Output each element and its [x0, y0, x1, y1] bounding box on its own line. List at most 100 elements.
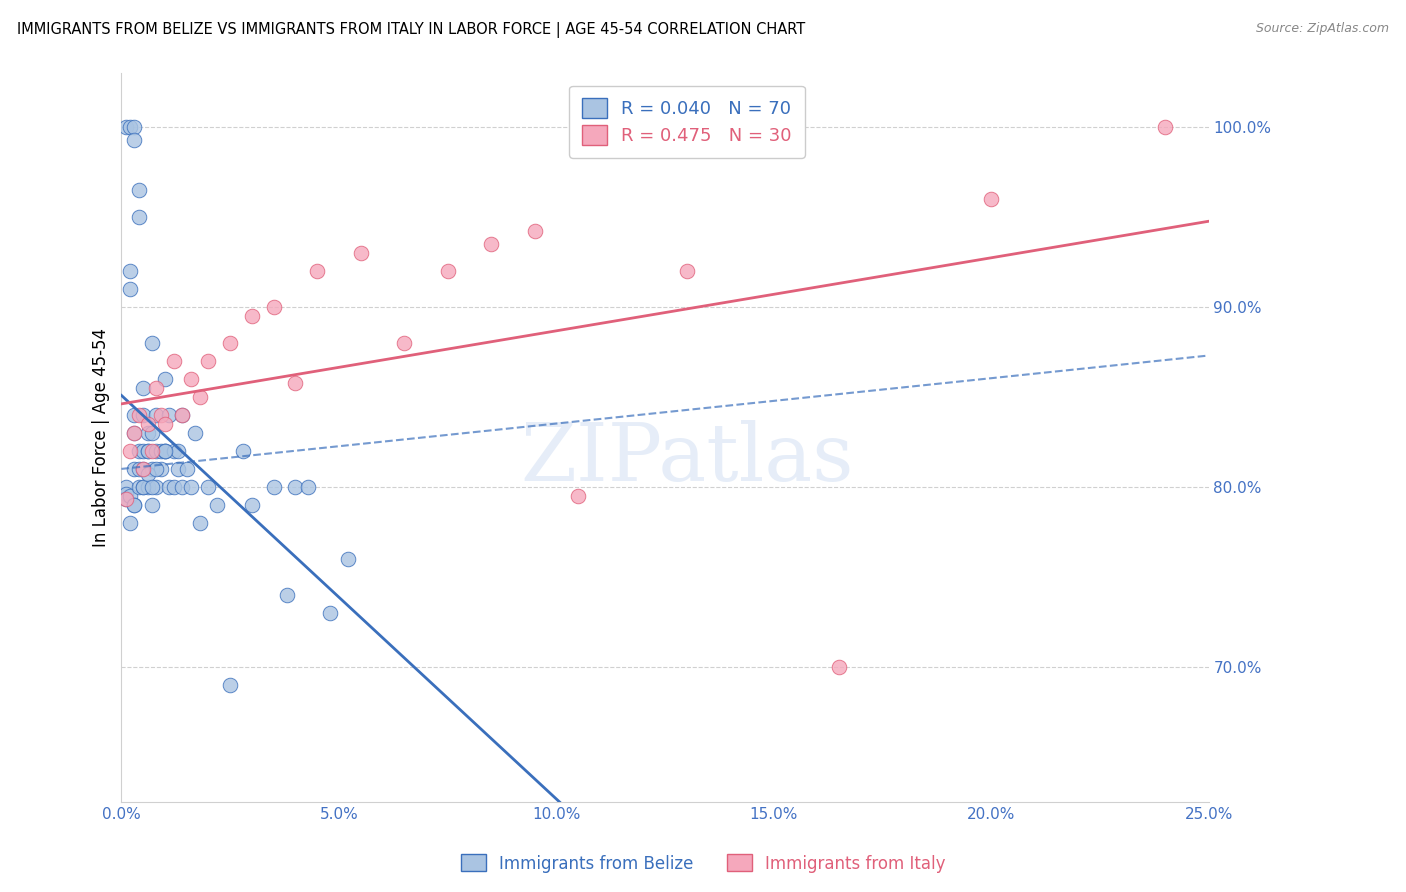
Point	[162, 443, 184, 458]
Point	[184, 425, 207, 440]
Point	[124, 498, 146, 512]
Point	[436, 264, 458, 278]
Point	[188, 390, 211, 404]
Point	[136, 443, 159, 458]
Point	[153, 372, 176, 386]
Point	[141, 498, 163, 512]
Point	[157, 480, 180, 494]
Point	[567, 489, 589, 503]
Point	[319, 606, 342, 620]
Point	[232, 443, 254, 458]
Point	[149, 443, 172, 458]
Point	[132, 381, 155, 395]
Point	[124, 132, 146, 146]
Point	[141, 462, 163, 476]
Point	[197, 480, 219, 494]
Point	[263, 300, 285, 314]
Point	[349, 246, 371, 260]
Point	[172, 408, 194, 422]
Point	[149, 462, 172, 476]
Point	[176, 462, 198, 476]
Point	[172, 408, 194, 422]
Point	[120, 120, 142, 134]
Point	[114, 492, 136, 507]
Point	[128, 443, 150, 458]
Point	[307, 264, 329, 278]
Point	[124, 498, 146, 512]
Point	[114, 492, 136, 507]
Point	[124, 425, 146, 440]
Point	[149, 408, 172, 422]
Point	[114, 487, 136, 501]
Point	[120, 264, 142, 278]
Legend: R = 0.040   N = 70, R = 0.475   N = 30: R = 0.040 N = 70, R = 0.475 N = 30	[569, 86, 804, 158]
Point	[197, 354, 219, 368]
Point	[180, 480, 202, 494]
Point	[297, 480, 319, 494]
Point	[136, 467, 159, 482]
Point	[132, 462, 155, 476]
Point	[128, 480, 150, 494]
Point	[132, 443, 155, 458]
Point	[336, 552, 359, 566]
Legend: Immigrants from Belize, Immigrants from Italy: Immigrants from Belize, Immigrants from …	[454, 847, 952, 880]
Text: IMMIGRANTS FROM BELIZE VS IMMIGRANTS FROM ITALY IN LABOR FORCE | AGE 45-54 CORRE: IMMIGRANTS FROM BELIZE VS IMMIGRANTS FRO…	[17, 22, 806, 38]
Point	[523, 224, 546, 238]
Point	[153, 443, 176, 458]
Point	[276, 588, 298, 602]
Point	[219, 678, 242, 692]
Point	[392, 335, 415, 350]
Point	[136, 480, 159, 494]
Point	[128, 183, 150, 197]
Point	[141, 443, 163, 458]
Point	[124, 462, 146, 476]
Point	[263, 480, 285, 494]
Point	[132, 480, 155, 494]
Point	[120, 516, 142, 530]
Point	[114, 120, 136, 134]
Point	[120, 282, 142, 296]
Point	[141, 480, 163, 494]
Point	[675, 264, 697, 278]
Point	[136, 417, 159, 431]
Point	[132, 480, 155, 494]
Text: ZIPatlas: ZIPatlas	[520, 420, 853, 499]
Point	[145, 480, 167, 494]
Point	[157, 408, 180, 422]
Point	[145, 381, 167, 395]
Point	[114, 480, 136, 494]
Y-axis label: In Labor Force | Age 45-54: In Labor Force | Age 45-54	[93, 328, 110, 547]
Point	[162, 354, 184, 368]
Point	[132, 408, 155, 422]
Point	[980, 192, 1002, 206]
Point	[172, 480, 194, 494]
Point	[153, 443, 176, 458]
Point	[284, 376, 307, 390]
Point	[120, 489, 142, 503]
Point	[205, 498, 228, 512]
Point	[153, 443, 176, 458]
Point	[128, 462, 150, 476]
Point	[188, 516, 211, 530]
Point	[145, 462, 167, 476]
Point	[132, 462, 155, 476]
Point	[167, 443, 190, 458]
Point	[153, 417, 176, 431]
Point	[124, 120, 146, 134]
Point	[479, 236, 502, 251]
Point	[128, 210, 150, 224]
Point	[180, 372, 202, 386]
Point	[141, 425, 163, 440]
Point	[240, 309, 263, 323]
Point	[1154, 120, 1177, 134]
Point	[240, 498, 263, 512]
Point	[141, 335, 163, 350]
Point	[828, 660, 851, 674]
Point	[145, 443, 167, 458]
Point	[124, 408, 146, 422]
Point	[120, 443, 142, 458]
Point	[167, 462, 190, 476]
Point	[219, 335, 242, 350]
Point	[284, 480, 307, 494]
Point	[128, 408, 150, 422]
